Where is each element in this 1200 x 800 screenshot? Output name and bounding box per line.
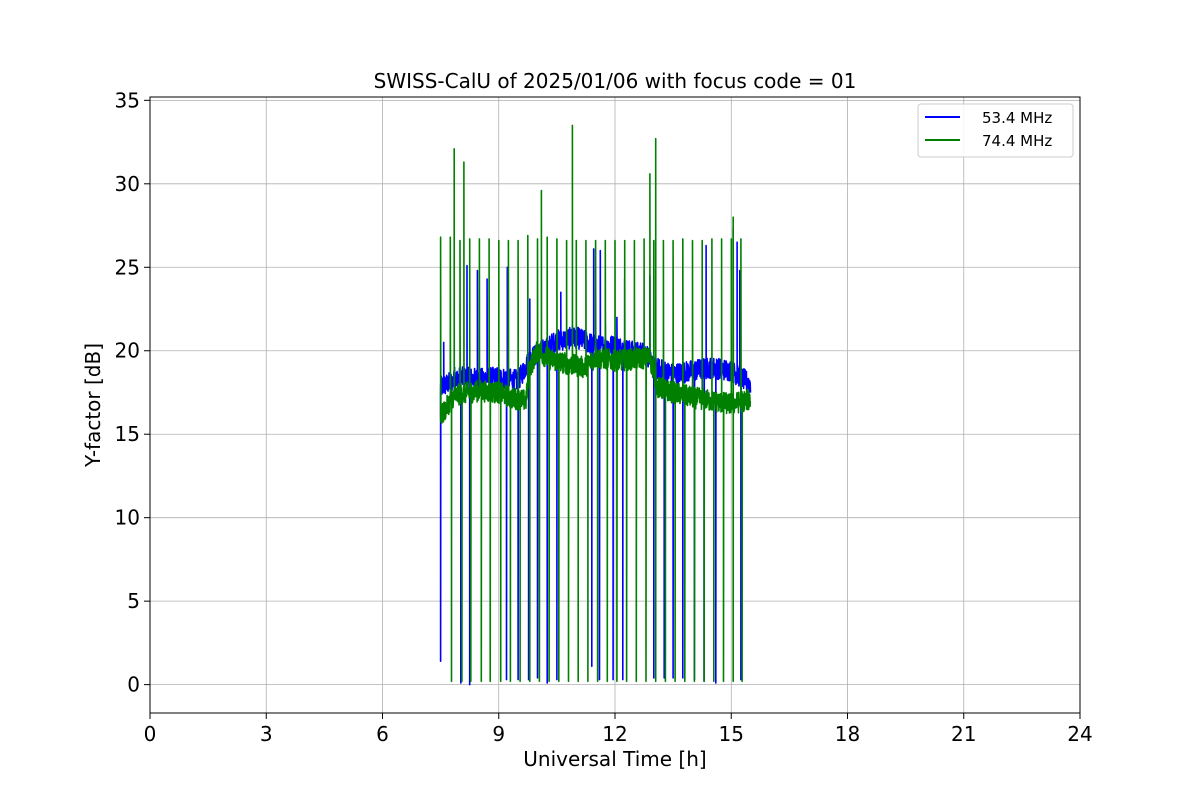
x-tick-label: 9 bbox=[492, 722, 505, 746]
legend-label-53-4: 53.4 MHz bbox=[982, 109, 1052, 127]
series-lines bbox=[439, 124, 752, 686]
x-tick-label: 18 bbox=[835, 722, 860, 746]
x-tick-label: 12 bbox=[602, 722, 627, 746]
x-tick-label: 21 bbox=[951, 722, 976, 746]
x-tick-label: 6 bbox=[376, 722, 389, 746]
y-tick-label: 10 bbox=[115, 506, 140, 530]
legend: 53.4 MHz 74.4 MHz bbox=[917, 103, 1074, 158]
y-tick-label: 20 bbox=[115, 339, 140, 363]
x-tick-label: 0 bbox=[144, 722, 157, 746]
grid-lines bbox=[150, 97, 1080, 713]
y-axis-label: Y-factor [dB] bbox=[81, 343, 105, 468]
series-line-74-4-mhz bbox=[439, 124, 752, 683]
y-tick-label: 15 bbox=[115, 422, 140, 446]
legend-label-74-4: 74.4 MHz bbox=[982, 132, 1052, 150]
axis-ticks: 0 3 6 9 12 15 18 21 24 0 5 10 15 20 25 30 35 bbox=[115, 88, 1093, 746]
x-tick-label: 3 bbox=[260, 722, 273, 746]
y-tick-label: 30 bbox=[115, 172, 140, 196]
chart-title: SWISS-CalU of 2025/01/06 with focus code… bbox=[374, 69, 857, 93]
y-tick-label: 25 bbox=[115, 255, 140, 279]
y-tick-label: 35 bbox=[115, 88, 140, 112]
x-tick-label: 24 bbox=[1067, 722, 1092, 746]
y-tick-label: 5 bbox=[127, 589, 140, 613]
x-axis-label: Universal Time [h] bbox=[523, 747, 706, 771]
y-tick-label: 0 bbox=[127, 673, 140, 697]
x-tick-label: 15 bbox=[719, 722, 744, 746]
